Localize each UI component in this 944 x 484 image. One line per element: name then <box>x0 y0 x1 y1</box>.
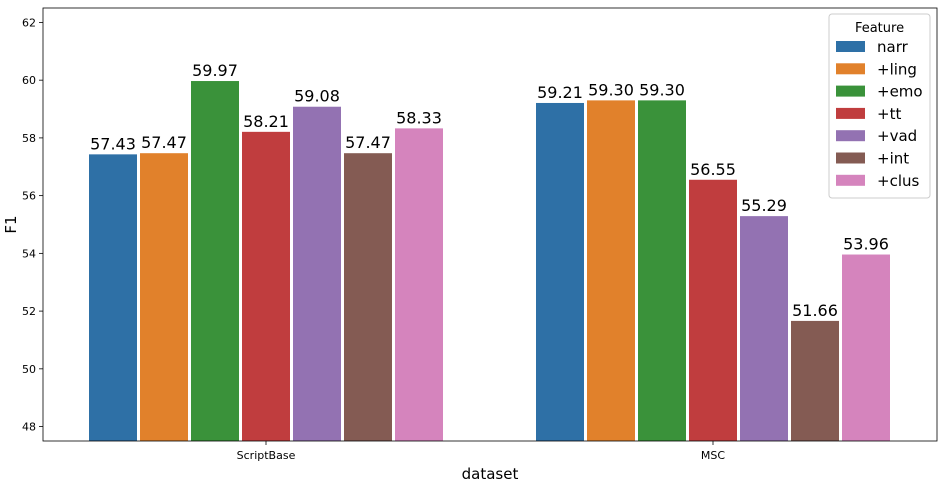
legend-label: +vad <box>877 127 917 145</box>
bar <box>89 154 137 441</box>
bar-value-label: 57.43 <box>90 134 136 153</box>
bar <box>293 106 341 441</box>
bar-value-label: 59.08 <box>294 87 340 106</box>
y-tick-label: 48 <box>22 421 36 434</box>
legend-swatch <box>836 107 865 119</box>
value-labels-group: 57.43 57.47 59.97 58.21 59.08 57.47 58.33 59.21… <box>90 61 889 320</box>
y-tick-label: 60 <box>22 74 36 87</box>
x-tick-label: MSC <box>701 449 725 462</box>
bar <box>740 216 788 441</box>
bar-value-label: 53.96 <box>843 235 889 254</box>
legend-label: +ling <box>877 60 917 78</box>
bar-value-label: 58.33 <box>396 108 442 127</box>
bar <box>638 100 686 441</box>
x-tick-label: ScriptBase <box>237 449 296 462</box>
bar-value-label: 58.21 <box>243 112 289 131</box>
legend: Feature narr +ling +emo +tt +vad +int +clus <box>828 13 931 199</box>
bar <box>536 102 584 441</box>
plot-frame <box>42 7 938 442</box>
bar <box>395 128 443 441</box>
legend-label: +emo <box>877 83 923 101</box>
bar-value-label: 55.29 <box>741 196 787 215</box>
x-axis-title: dataset <box>462 465 519 483</box>
legend-swatch <box>836 174 865 186</box>
y-axis: 48 50 52 54 56 58 60 62 <box>22 16 43 434</box>
bar <box>140 153 188 441</box>
bar <box>587 100 635 441</box>
legend-title: Feature <box>855 21 904 36</box>
y-tick-label: 50 <box>22 363 36 376</box>
bar-value-label: 51.66 <box>792 301 838 320</box>
x-axis: ScriptBase MSC <box>237 441 725 462</box>
bar <box>344 153 392 441</box>
bar <box>842 254 890 441</box>
legend-label: +clus <box>877 172 919 190</box>
legend-swatch <box>836 85 865 97</box>
y-tick-label: 58 <box>22 132 36 145</box>
bar-value-label: 59.21 <box>537 83 583 102</box>
legend-swatch <box>836 63 865 75</box>
legend-swatch <box>836 41 865 52</box>
legend-swatch <box>836 152 865 164</box>
y-tick-label: 54 <box>22 247 36 260</box>
bar <box>191 81 239 442</box>
y-tick-label: 56 <box>22 190 36 203</box>
bar-value-label: 59.30 <box>588 80 634 99</box>
bar <box>242 131 290 441</box>
legend-label: +tt <box>877 105 901 123</box>
legend-label: narr <box>877 38 909 56</box>
legend-swatch <box>836 130 865 142</box>
bar-value-label: 59.30 <box>639 80 685 99</box>
bar-value-label: 59.97 <box>192 61 238 80</box>
legend-label: +int <box>877 150 909 168</box>
bars-group <box>89 81 890 442</box>
y-axis-title: F1 <box>2 215 20 233</box>
bar-value-label: 57.47 <box>141 133 187 152</box>
legend-box <box>828 13 931 199</box>
y-tick-label: 52 <box>22 305 36 318</box>
y-tick-label: 62 <box>22 16 36 29</box>
bar <box>791 320 839 441</box>
bar-value-label: 56.55 <box>690 160 736 179</box>
bar <box>689 179 737 442</box>
bar-value-label: 57.47 <box>345 133 391 152</box>
